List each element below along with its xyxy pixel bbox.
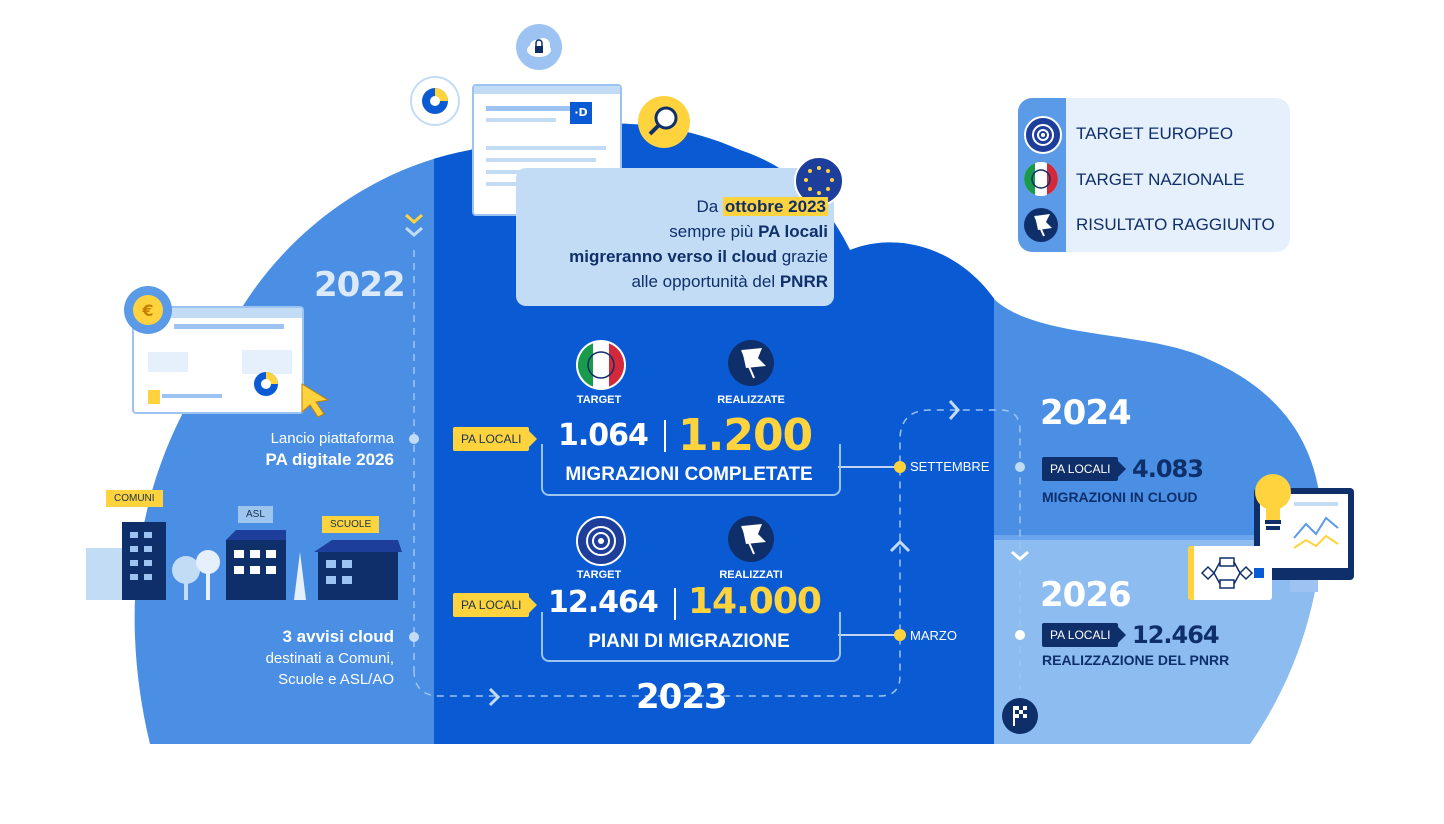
target-label: TARGET — [576, 394, 622, 406]
result-label: REALIZZATE — [717, 394, 785, 406]
italy-target-icon — [1024, 162, 1058, 196]
tag-asl: ASL — [238, 506, 273, 523]
tag-comuni: COMUNI — [106, 490, 163, 507]
legend-item-result-achieved: RISULTATO RAGGIUNTO — [1076, 215, 1275, 234]
pa-locali-badge: PA LOCALI — [1042, 623, 1128, 647]
plans-caption: PIANI DI MIGRAZIONE — [588, 631, 790, 652]
legend-item-national-target: TARGET NAZIONALE — [1076, 170, 1245, 189]
cloud-migrations-caption: MIGRAZIONI IN CLOUD — [1042, 489, 1198, 505]
migrations-target-value: 1.064 — [558, 418, 649, 453]
pa-locali-badge: PA LOCALI — [453, 427, 539, 451]
eu-target-icon — [576, 516, 626, 566]
callout-text: Da ottobre 2023 sempre più PA locali mig… — [569, 197, 828, 291]
cloud-lock-icon — [516, 24, 562, 70]
pointer-icon — [298, 380, 334, 424]
timeline-dot — [1015, 462, 1025, 472]
chevron-right-icon — [486, 686, 502, 712]
milestone-september: SETTEMBRE — [910, 459, 990, 474]
eu-target-icon — [1024, 116, 1062, 154]
year-2023-label: 2023 — [636, 677, 728, 717]
donut-chart-icon — [250, 368, 282, 404]
tag-scuole: SCUOLE — [322, 516, 380, 533]
flag-result-icon — [728, 340, 774, 386]
chevron-down-icon — [403, 212, 425, 246]
cloud-notices-text: 3 avvisi cloud destinati a Comuni, Scuol… — [265, 627, 394, 688]
pa-logo-icon: ·D — [570, 102, 592, 124]
finish-flag-icon — [1002, 698, 1038, 734]
callout-box — [516, 168, 834, 306]
value-divider — [664, 420, 666, 452]
year-2024-label: 2024 — [1040, 393, 1132, 433]
timeline-dot — [409, 434, 419, 444]
migrations-box — [541, 444, 841, 496]
target-label: TARGET — [576, 569, 622, 581]
year-2026-label: 2026 — [1040, 575, 1132, 615]
platform-launch-text: Lancio piattaforma PA digitale 2026 — [265, 430, 395, 469]
chevron-up-icon — [888, 538, 912, 558]
migrations-result-value: 1.200 — [678, 410, 813, 461]
plans-target-value: 12.464 — [548, 585, 659, 620]
legend-item-european-target: TARGET EUROPEO — [1076, 124, 1234, 143]
plans-result-value: 14.000 — [688, 581, 822, 622]
result-label: REALIZZATI — [719, 569, 783, 581]
document-illustration: ·D — [472, 84, 622, 216]
pnrr-target-value: 12.464 — [1132, 621, 1220, 649]
buildings-illustration — [86, 490, 406, 602]
search-icon — [638, 96, 690, 148]
migrations-caption: MIGRAZIONI COMPLETATE — [565, 464, 813, 485]
year-2022-label: 2022 — [314, 265, 406, 305]
chevron-down-icon — [1009, 548, 1031, 567]
timeline-dot — [1015, 630, 1025, 640]
plans-box — [541, 612, 841, 662]
callout-highlight: ottobre 2023 — [722, 197, 828, 216]
timeline-dot — [409, 632, 419, 642]
chevron-right-icon — [946, 398, 962, 426]
pie-chart-icon — [410, 76, 460, 126]
value-divider — [674, 588, 676, 620]
flowchart-illustration — [1188, 546, 1272, 600]
pnrr-caption: REALIZZAZIONE DEL PNRR — [1042, 652, 1230, 668]
pa-locali-badge: PA LOCALI — [453, 593, 539, 617]
milestone-dot — [894, 461, 906, 473]
lightbulb-icon — [1252, 470, 1294, 536]
svg-text:€: € — [141, 301, 153, 320]
milestone-dot — [894, 629, 906, 641]
cloud-migrations-value: 4.083 — [1132, 455, 1204, 483]
flag-result-icon — [1024, 208, 1058, 242]
pa-locali-badge: PA LOCALI — [1042, 457, 1128, 481]
milestone-march: MARZO — [910, 628, 957, 643]
flag-result-icon — [728, 516, 774, 562]
euro-gear-icon: € — [122, 284, 174, 336]
italy-target-icon — [576, 340, 626, 390]
